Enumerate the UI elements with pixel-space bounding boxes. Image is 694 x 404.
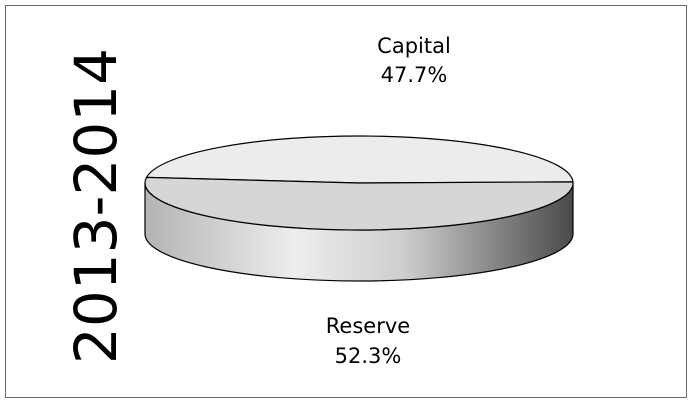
slice-capital [145, 135, 574, 184]
slice-reserve [144, 176, 574, 231]
slice-value-reserve: 52.3% [335, 344, 402, 368]
pie-body [144, 135, 574, 282]
slice-label-capital: Capital [377, 34, 451, 58]
slice-label-reserve: Reserve [326, 314, 410, 338]
slice-value-capital: 47.7% [381, 63, 448, 87]
chart-title: 2013-2014 [62, 48, 130, 364]
